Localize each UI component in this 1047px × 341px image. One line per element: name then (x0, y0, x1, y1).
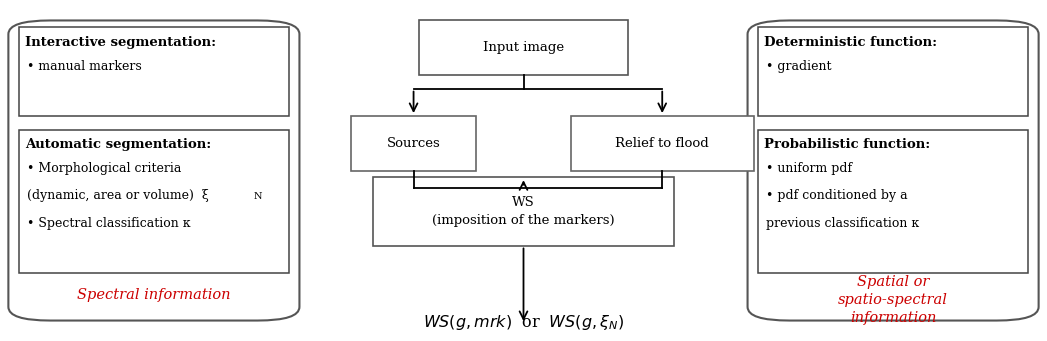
Text: Relief to flood: Relief to flood (616, 137, 709, 150)
Text: Automatic segmentation:: Automatic segmentation: (25, 138, 211, 151)
Text: • pdf conditioned by a: • pdf conditioned by a (766, 189, 908, 202)
Text: (dynamic, area or volume)  ξ: (dynamic, area or volume) ξ (27, 189, 209, 202)
FancyBboxPatch shape (8, 20, 299, 321)
Text: • Spectral classification κ: • Spectral classification κ (27, 217, 191, 229)
Text: Sources: Sources (386, 137, 441, 150)
FancyBboxPatch shape (758, 27, 1028, 116)
FancyBboxPatch shape (571, 116, 754, 170)
Text: Probabilistic function:: Probabilistic function: (764, 138, 931, 151)
FancyBboxPatch shape (419, 20, 628, 75)
Text: • manual markers: • manual markers (27, 60, 142, 73)
Text: Deterministic function:: Deterministic function: (764, 36, 937, 49)
Text: previous classification κ: previous classification κ (766, 217, 919, 229)
FancyBboxPatch shape (351, 116, 476, 170)
Text: • gradient: • gradient (766, 60, 832, 73)
FancyBboxPatch shape (758, 130, 1028, 273)
Text: N: N (253, 192, 262, 201)
Text: Spatial or
spatio-spectral
information: Spatial or spatio-spectral information (839, 275, 948, 325)
FancyBboxPatch shape (748, 20, 1039, 321)
Text: WS
(imposition of the markers): WS (imposition of the markers) (432, 196, 615, 227)
Text: • Morphological criteria: • Morphological criteria (27, 162, 181, 175)
FancyBboxPatch shape (373, 177, 674, 246)
Text: • uniform pdf: • uniform pdf (766, 162, 852, 175)
Text: Interactive segmentation:: Interactive segmentation: (25, 36, 217, 49)
Text: Spectral information: Spectral information (77, 288, 230, 302)
Text: $\mathit{WS}(\mathit{g},\mathit{mrk})$  or  $\mathit{WS}(\mathit{g},\xi_N)$: $\mathit{WS}(\mathit{g},\mathit{mrk})$ o… (423, 313, 624, 332)
FancyBboxPatch shape (19, 27, 289, 116)
FancyBboxPatch shape (19, 130, 289, 273)
Text: Input image: Input image (483, 41, 564, 54)
